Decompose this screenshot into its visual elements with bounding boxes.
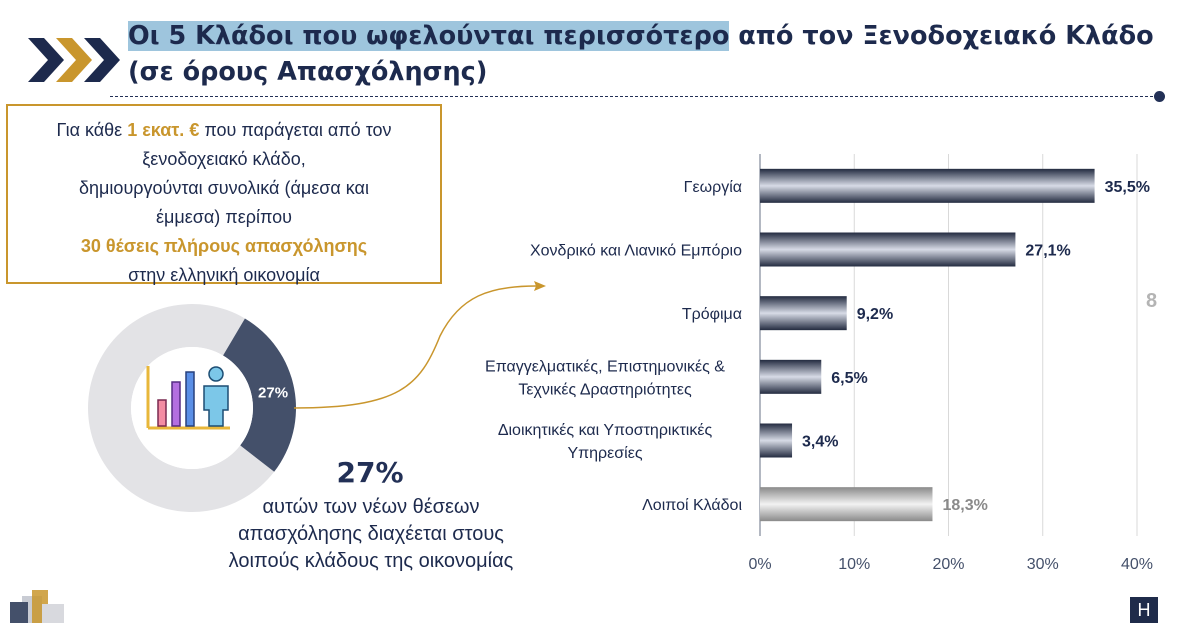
donut-value-label: 27% (258, 385, 288, 402)
info-line-1-post: που παράγεται από τον (199, 120, 392, 140)
bar (760, 487, 933, 522)
summary-line-3: λοιπούς κλάδους της οικονομίας (228, 550, 514, 572)
category-label: Τεχνικές Δραστηριότητες (518, 381, 692, 398)
corner-logo-icon (10, 590, 64, 623)
category-label: Λοιποί Κλάδοι (642, 497, 742, 514)
donut-chart: 27% (88, 304, 296, 512)
title-highlight: Οι 5 Κλάδοι που ωφελούνται περισσότερο (128, 21, 730, 51)
page-number: 8 (1146, 290, 1158, 312)
brand-logo: H (1130, 597, 1158, 623)
bar (760, 232, 1016, 267)
info-box: Για κάθε 1 εκατ. € που παράγεται από τον… (6, 104, 442, 285)
bar-value-label: 18,3% (942, 497, 987, 514)
x-tick-label: 30% (1027, 556, 1059, 573)
info-line-5: 30 θέσεις πλήρους απασχόλησης (80, 236, 368, 256)
title-divider (110, 96, 1158, 97)
donut-rest-segment (88, 304, 275, 512)
title-rest: από τον Ξενοδοχειακό Κλάδο (σε όρους Απα… (128, 21, 1154, 87)
bar (760, 359, 822, 394)
bar-value-label: 3,4% (802, 434, 838, 451)
bar (760, 423, 793, 458)
bar-value-label: 35,5% (1105, 179, 1150, 196)
bar-value-label: 9,2% (857, 306, 893, 323)
summary-text: αυτών των νέων θέσεων απασχόλησης διαχέε… (196, 494, 546, 575)
bar (760, 296, 847, 331)
bar-chart: 0% 10% 20% 30% 40% 35,5% Γεωργία 27,1% Χονδρικό… (485, 154, 1153, 573)
info-line-2: ξενοδοχειακό κλάδο, (142, 149, 306, 169)
x-tick-label: 10% (838, 556, 870, 573)
title-divider-dot (1154, 91, 1165, 102)
x-tick-label: 20% (932, 556, 964, 573)
info-line-6: στην ελληνική οικονομία (128, 265, 320, 285)
category-label: Διοικητικές και Υποστηρικτικές (498, 422, 713, 439)
bar-value-label: 6,5% (831, 370, 867, 387)
category-label: Χονδρικό και Λιανικό Εμπόριο (530, 243, 742, 260)
donut-highlight-segment (223, 318, 296, 472)
category-label: Επαγγελματικές, Επιστημονικές & (485, 358, 725, 375)
category-label: Γεωργία (684, 179, 742, 196)
x-tick-label: 0% (748, 556, 771, 573)
category-label: Υπηρεσίες (567, 445, 642, 462)
info-line-1: Για κάθε 1 εκατ. € που παράγεται από τον (8, 116, 440, 145)
x-tick-label: 40% (1121, 556, 1153, 573)
summary-line-1: αυτών των νέων θέσεων (262, 496, 480, 518)
bar (760, 168, 1095, 203)
category-label: Τρόφιμα (682, 306, 742, 323)
chevrons-icon (28, 38, 120, 82)
connector-arrow (293, 281, 546, 409)
info-line-3: δημιουργούνται συνολικά (άμεσα και (79, 178, 369, 198)
info-line-1-pre: Για κάθε (56, 120, 128, 140)
info-line-1-amount: 1 εκατ. € (127, 120, 200, 140)
summary-line-2: απασχόλησης διαχέεται στους (238, 523, 504, 545)
summary-value: 27% (336, 456, 404, 489)
bar-value-label: 27,1% (1025, 243, 1070, 260)
arrow-head-icon (534, 281, 546, 291)
bar-chart-person-icon (146, 366, 230, 430)
page-title: Οι 5 Κλάδοι που ωφελούνται περισσότερο α… (128, 18, 1168, 90)
info-line-4: έμμεσα) περίπου (155, 207, 292, 227)
